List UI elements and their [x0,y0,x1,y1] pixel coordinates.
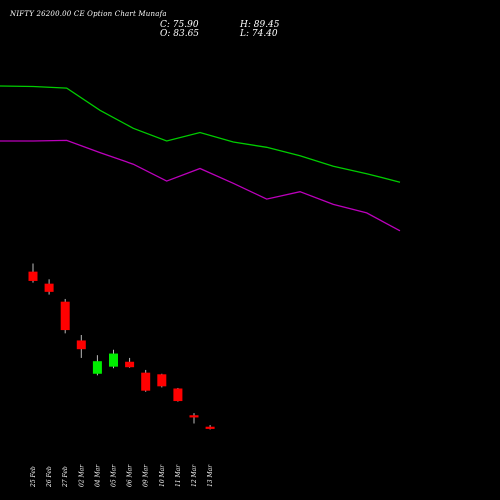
x-tick-label: 25 Feb [30,466,37,488]
chart-title: NIFTY 26200.00 CE Option Chart Munafa [10,10,167,18]
x-tick-label: 26 Feb [46,466,53,488]
x-tick-label: 09 Mar [143,464,150,487]
x-tick-label: 02 Mar [78,464,85,487]
candle-body [173,388,183,402]
open-value: O: 83.65 [160,29,200,39]
series-line-2 [0,139,401,232]
x-tick-label: 27 Feb [62,466,69,488]
candle [44,279,54,295]
x-tick-label: 04 Mar [94,464,101,487]
candle-body [44,283,54,292]
candle-body [60,301,70,331]
x-tick-label: 12 Mar [191,464,198,487]
high-value: H: 89.45 [240,20,280,30]
candle [28,263,38,283]
close-value: C: 75.90 [160,20,199,30]
candle-body [109,353,118,367]
x-tick-label: 13 Mar [207,464,214,487]
x-tick-label: 06 Mar [127,464,134,487]
candle-body [92,361,102,374]
x-tick-label: 05 Mar [111,464,118,487]
candle-body [28,271,38,281]
low-value: L: 74.40 [240,29,278,39]
candle [173,387,183,402]
candle [76,334,86,358]
candle-body [76,340,86,350]
candle [205,425,215,430]
candle-body [125,361,135,368]
candle [141,369,151,392]
candle-body [157,374,167,387]
candle [92,355,102,376]
candle-body [205,426,215,429]
x-tick-label: 10 Mar [159,464,166,487]
candle [109,349,118,369]
candle [125,357,135,368]
candle-body [141,372,151,391]
candle [60,298,70,334]
series-line-1 [0,85,401,183]
candle [189,413,199,424]
candle [157,373,167,388]
candle-body [189,415,199,418]
x-tick-label: 11 Mar [175,464,182,487]
